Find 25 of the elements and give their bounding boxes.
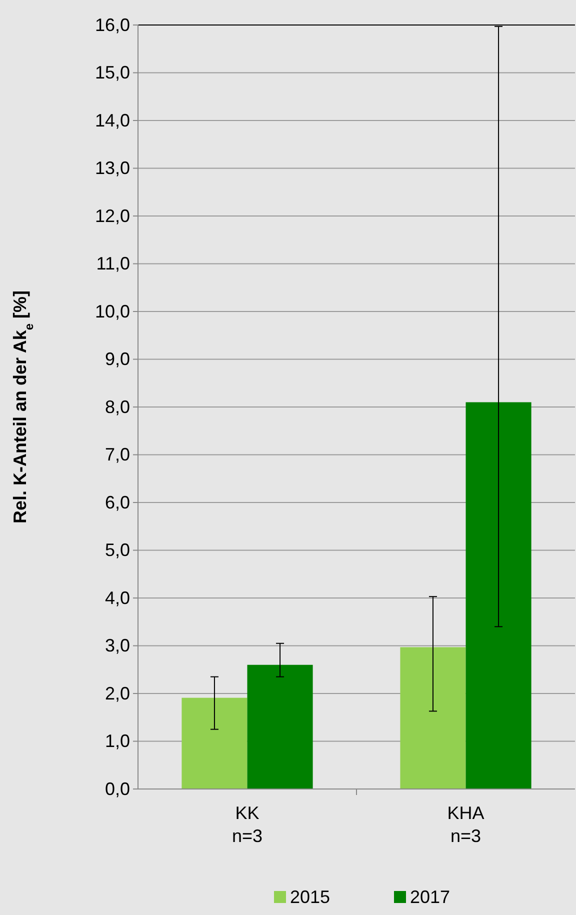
y-tick-label: 8,0 <box>104 396 130 417</box>
y-tick-label: 12,0 <box>94 206 130 226</box>
y-tick-label: 5,0 <box>104 540 130 560</box>
legend-label: 2015 <box>290 887 330 907</box>
y-tick-label: 3,0 <box>104 636 130 656</box>
y-tick-label: 10,0 <box>94 301 130 322</box>
legend-label: 2017 <box>410 887 450 907</box>
bar <box>400 647 466 789</box>
bar <box>182 698 248 789</box>
y-tick-label: 14,0 <box>94 110 130 130</box>
y-tick-label: 16,0 <box>94 14 130 35</box>
y-tick-label: 13,0 <box>94 158 130 178</box>
bar <box>466 402 532 789</box>
y-tick-label: 7,0 <box>104 444 130 465</box>
x-tick-label: KK n=3 <box>232 803 263 846</box>
y-tick-label: 11,0 <box>96 254 130 274</box>
y-tick-label: 15,0 <box>94 62 130 83</box>
y-tick-label: 4,0 <box>104 588 130 608</box>
y-tick-label: 6,0 <box>104 492 130 512</box>
y-tick-label: 0,0 <box>104 778 130 799</box>
y-tick-label: 2,0 <box>104 683 130 704</box>
x-tick-label: KHA n=3 <box>447 803 484 846</box>
y-tick-label: 1,0 <box>104 731 130 752</box>
bar <box>247 664 313 789</box>
y-tick-label: 9,0 <box>104 349 130 370</box>
